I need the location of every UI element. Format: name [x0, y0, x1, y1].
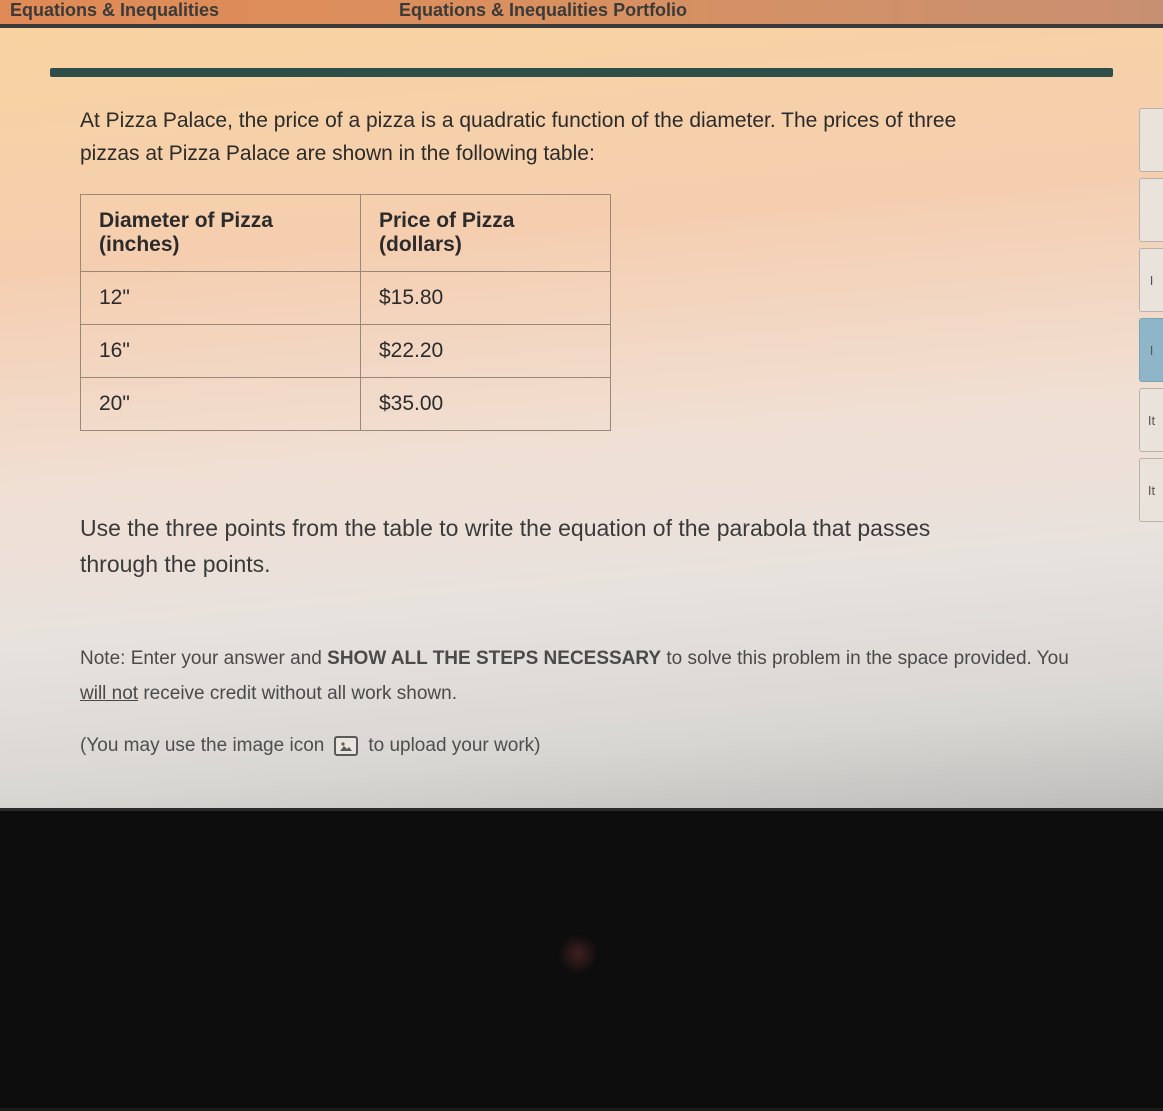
cell-price: $15.80 [361, 272, 611, 325]
progress-fill [50, 68, 1113, 77]
side-tab[interactable]: I [1139, 318, 1163, 382]
problem-intro-text: At Pizza Palace, the price of a pizza is… [80, 105, 980, 170]
page-body: At Pizza Palace, the price of a pizza is… [0, 28, 1163, 808]
cell-diameter: 12" [81, 272, 361, 325]
table-header-row: Diameter of Pizza (inches) Price of Pizz… [81, 195, 611, 272]
side-tab[interactable] [1139, 108, 1163, 172]
side-tab[interactable] [1139, 178, 1163, 242]
table-row: 12" $15.80 [81, 272, 611, 325]
upload-prefix: (You may use the image icon [80, 735, 324, 757]
nav-center-label[interactable]: Equations & Inequalities Portfolio [399, 0, 687, 21]
problem-note: Note: Enter your answer and SHOW ALL THE… [80, 642, 1080, 710]
bottom-region [0, 808, 1163, 1108]
cell-price: $22.20 [361, 325, 611, 378]
side-tabs: I I It It [1139, 108, 1163, 528]
note-prefix: Note: Enter your answer and [80, 648, 327, 669]
table-header-price: Price of Pizza (dollars) [361, 195, 611, 272]
top-nav: Equations & Inequalities Equations & Ine… [0, 0, 1163, 28]
decorative-glow [558, 934, 598, 974]
note-suffix: receive credit without all work shown. [138, 683, 457, 704]
cell-price: $35.00 [361, 378, 611, 431]
cell-diameter: 16" [81, 325, 361, 378]
side-tab[interactable]: It [1139, 458, 1163, 522]
progress-bar [50, 68, 1113, 77]
side-tab[interactable]: It [1139, 388, 1163, 452]
side-tab[interactable]: I [1139, 248, 1163, 312]
table-row: 20" $35.00 [81, 378, 611, 431]
table-header-diameter: Diameter of Pizza (inches) [81, 195, 361, 272]
cell-diameter: 20" [81, 378, 361, 431]
problem-question-text: Use the three points from the table to w… [80, 511, 950, 582]
note-bold: SHOW ALL THE STEPS NECESSARY [327, 648, 661, 669]
note-underline: will not [80, 683, 138, 704]
nav-left-label[interactable]: Equations & Inequalities [10, 0, 219, 21]
note-mid: to solve this problem in the space provi… [661, 648, 1069, 669]
upload-suffix: to upload your work) [368, 735, 540, 757]
pizza-price-table: Diameter of Pizza (inches) Price of Pizz… [80, 194, 611, 431]
problem-content: At Pizza Palace, the price of a pizza is… [50, 105, 1113, 757]
table-row: 16" $22.20 [81, 325, 611, 378]
upload-hint: (You may use the image icon to upload yo… [80, 735, 1083, 757]
image-upload-icon[interactable] [334, 736, 358, 756]
